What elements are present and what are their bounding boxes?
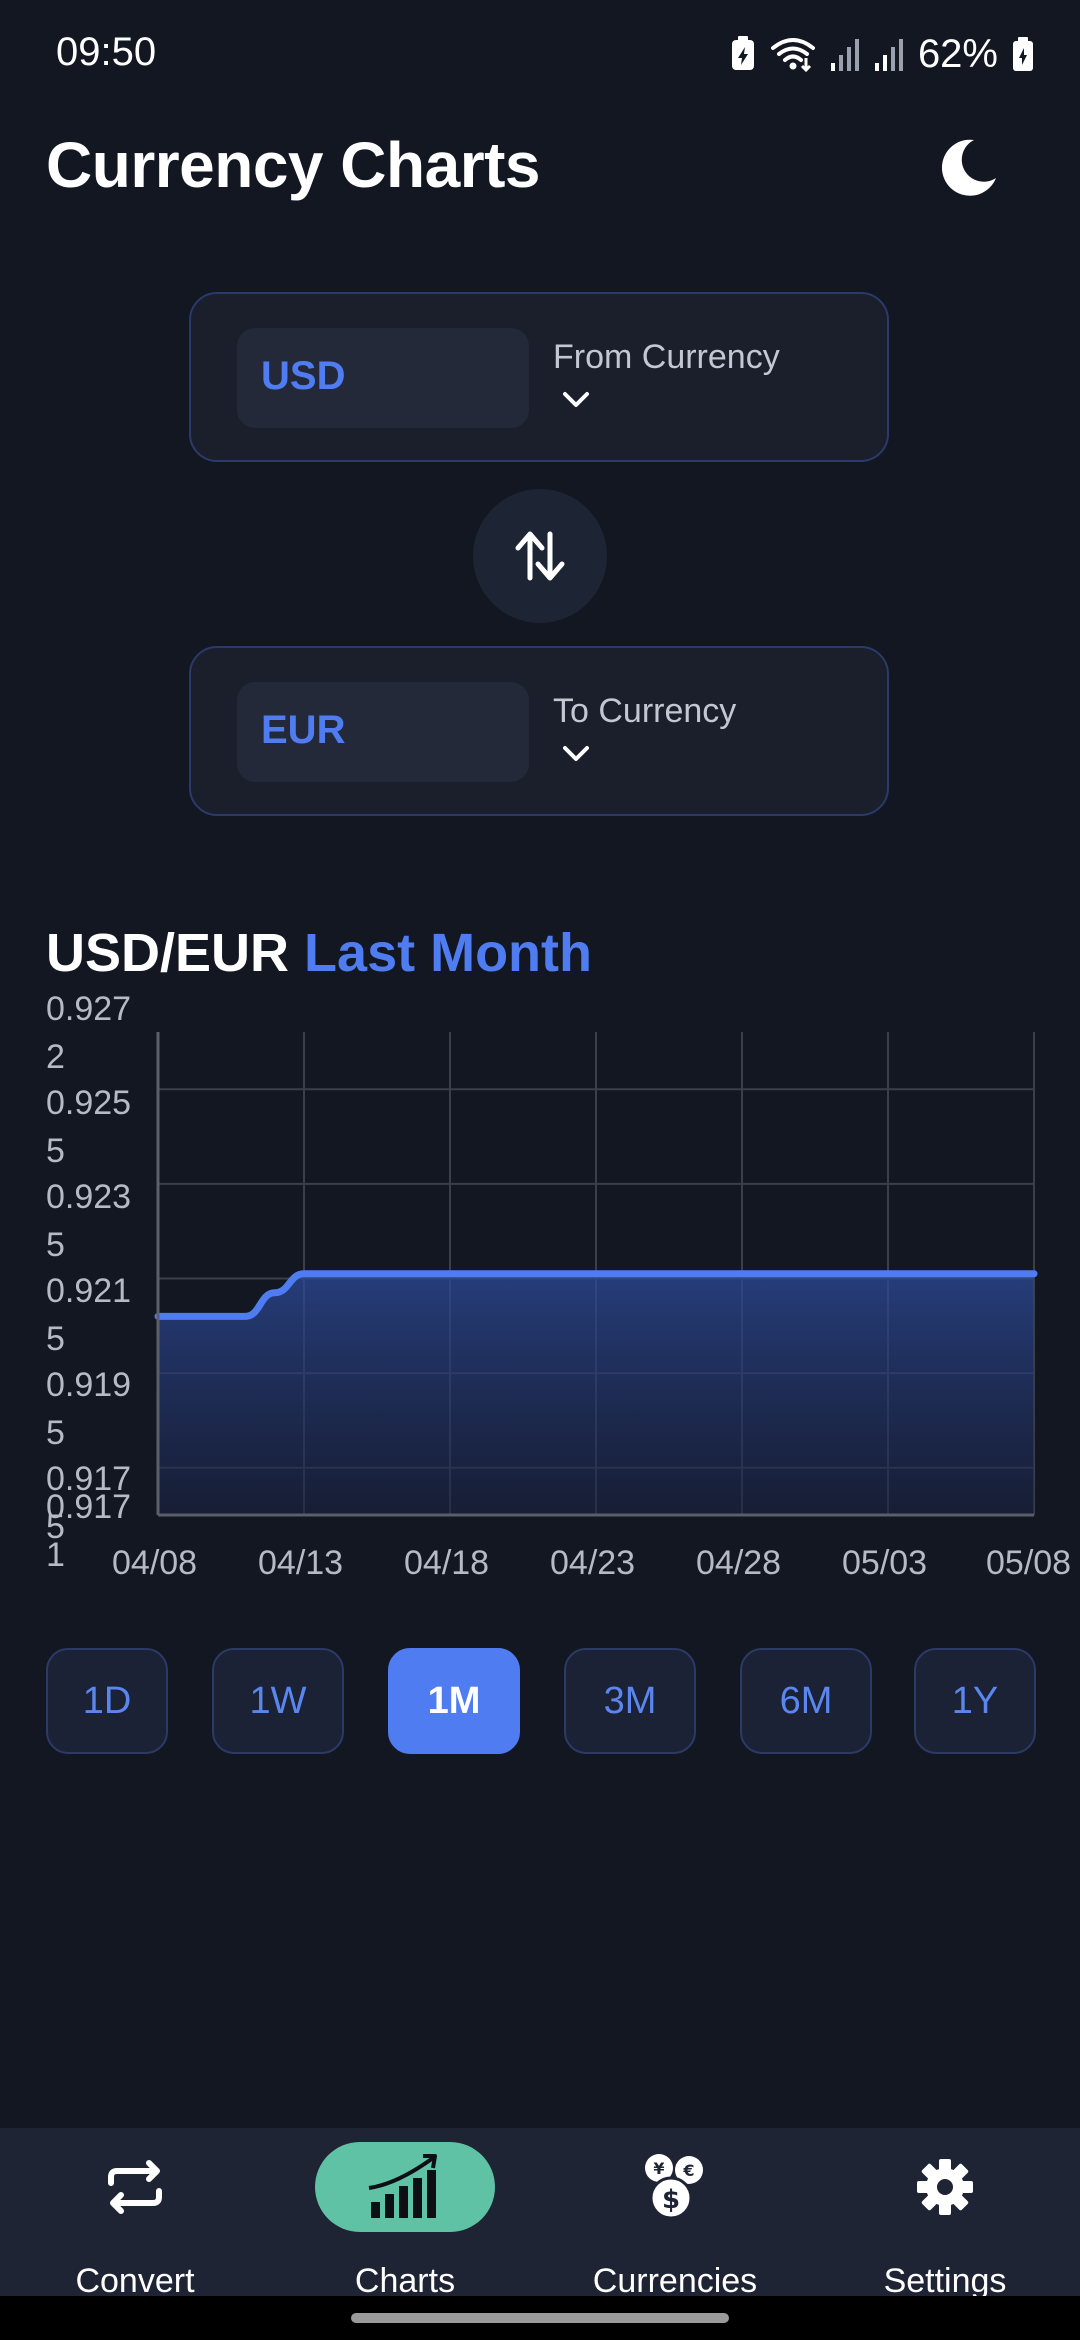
gear-icon bbox=[917, 2159, 973, 2215]
nav-icon-container: ¥ € $ bbox=[585, 2142, 765, 2232]
y-tick-label: 2 bbox=[46, 1038, 65, 1076]
repeat-icon bbox=[108, 2160, 162, 2214]
signal-icon bbox=[830, 39, 859, 71]
svg-text:€: € bbox=[682, 2161, 694, 2180]
nav-label: Convert bbox=[75, 2262, 195, 2300]
chart-title-period: Last Month bbox=[304, 923, 593, 983]
nav-label: Settings bbox=[883, 2262, 1007, 2300]
y-tick-label: 0.925 bbox=[46, 1084, 131, 1122]
nav-label: Currencies bbox=[592, 2262, 758, 2300]
y-tick-label: 5 bbox=[46, 1226, 65, 1264]
x-tick-label: 04/28 bbox=[696, 1544, 781, 1582]
bottom-navigation: Convert Charts ¥ € $ bbox=[0, 2128, 1080, 2300]
battery-icon bbox=[1013, 37, 1033, 71]
moon-icon bbox=[941, 139, 996, 196]
from-currency-code-box[interactable]: USD bbox=[237, 328, 529, 428]
nav-label: Charts bbox=[354, 2262, 456, 2300]
y-tick-label: 0.927 bbox=[46, 990, 131, 1028]
x-tick-label: 05/03 bbox=[842, 1544, 927, 1582]
nav-icon-container bbox=[855, 2142, 1035, 2232]
chevron-down-icon[interactable] bbox=[561, 390, 591, 410]
nav-icon-container bbox=[315, 2142, 495, 2232]
currency-coins-icon: ¥ € $ bbox=[645, 2154, 703, 2220]
x-tick-label: 04/08 bbox=[112, 1544, 197, 1582]
battery-saver-icon bbox=[731, 36, 754, 70]
x-tick-label: 04/23 bbox=[550, 1544, 635, 1582]
y-tick-label: 0.921 bbox=[46, 1272, 131, 1310]
nav-item-charts[interactable]: Charts bbox=[270, 2128, 540, 2300]
chart-title-pair: USD/EUR bbox=[46, 923, 290, 983]
y-tick-label: 5 bbox=[46, 1320, 65, 1358]
swap-currencies-button[interactable] bbox=[473, 489, 607, 623]
to-currency-code-box[interactable]: EUR bbox=[237, 682, 529, 782]
y-tick-label: 0.919 bbox=[46, 1366, 131, 1404]
nav-item-settings[interactable]: Settings bbox=[810, 2128, 1080, 2300]
range-button-3m[interactable]: 3M bbox=[564, 1648, 696, 1754]
chart-series-line bbox=[154, 1270, 1038, 1320]
range-button-1y[interactable]: 1Y bbox=[914, 1648, 1036, 1754]
to-currency-code: EUR bbox=[261, 708, 346, 752]
from-currency-code: USD bbox=[261, 354, 346, 398]
chart-area-fill bbox=[158, 1273, 1034, 1515]
chevron-down-icon[interactable] bbox=[561, 744, 591, 764]
signal-icon bbox=[874, 39, 903, 71]
rate-chart: 0.92720.92550.92350.92150.91950.91750.91… bbox=[46, 990, 1071, 1582]
x-tick-label: 05/08 bbox=[986, 1544, 1071, 1582]
status-time: 09:50 bbox=[56, 30, 157, 74]
battery-percentage: 62% bbox=[917, 31, 998, 76]
chart-title: USD/EUR Last Month bbox=[46, 922, 592, 984]
y-tick-label: 0.923 bbox=[46, 1178, 131, 1216]
y-tick-label: 0.917 bbox=[46, 1488, 131, 1526]
swap-vertical-icon bbox=[515, 531, 565, 581]
y-tick-label: 5 bbox=[46, 1132, 65, 1170]
range-button-1w[interactable]: 1W bbox=[212, 1648, 344, 1754]
wifi-icon bbox=[770, 38, 815, 72]
range-button-1m[interactable]: 1M bbox=[388, 1648, 520, 1754]
y-tick-label: 5 bbox=[46, 1414, 65, 1452]
svg-text:$: $ bbox=[662, 2185, 680, 2215]
bar-chart-trend-icon bbox=[368, 2154, 437, 2218]
from-currency-label: From Currency bbox=[553, 338, 780, 376]
page-title: Currency Charts bbox=[46, 129, 541, 201]
range-selector: 1D 1W 1M 3M 6M 1Y bbox=[46, 1648, 1036, 1754]
y-tick-label: 0.917 bbox=[46, 1460, 131, 1498]
range-button-1d[interactable]: 1D bbox=[46, 1648, 168, 1754]
theme-toggle-button[interactable] bbox=[934, 132, 1004, 202]
to-currency-label: To Currency bbox=[553, 692, 737, 730]
nav-item-convert[interactable]: Convert bbox=[0, 2128, 270, 2300]
home-gesture-handle[interactable] bbox=[351, 2313, 729, 2323]
y-tick-label: 1 bbox=[46, 1536, 65, 1574]
nav-item-currencies[interactable]: ¥ € $ Currencies bbox=[540, 2128, 810, 2300]
x-tick-label: 04/18 bbox=[404, 1544, 489, 1582]
to-currency-card[interactable]: EUR To Currency bbox=[189, 646, 889, 816]
range-button-6m[interactable]: 6M bbox=[740, 1648, 872, 1754]
status-icons: 62% bbox=[730, 28, 1034, 80]
nav-icon-container bbox=[45, 2142, 225, 2232]
y-tick-label: 5 bbox=[46, 1508, 65, 1546]
from-currency-card[interactable]: USD From Currency bbox=[189, 292, 889, 462]
x-tick-label: 04/13 bbox=[258, 1544, 343, 1582]
svg-text:¥: ¥ bbox=[653, 2159, 664, 2178]
